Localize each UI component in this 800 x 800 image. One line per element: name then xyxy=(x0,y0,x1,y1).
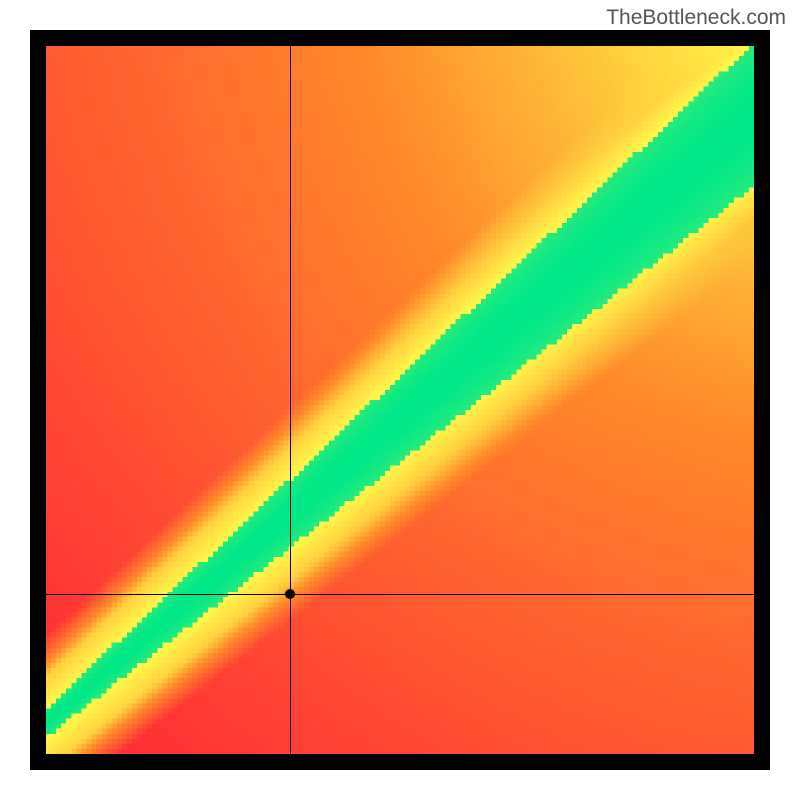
plot-frame xyxy=(30,30,770,770)
marker-dot xyxy=(285,589,295,599)
watermark-text: TheBottleneck.com xyxy=(606,6,786,30)
chart-container: TheBottleneck.com xyxy=(0,0,800,800)
bottleneck-heatmap xyxy=(46,46,754,754)
